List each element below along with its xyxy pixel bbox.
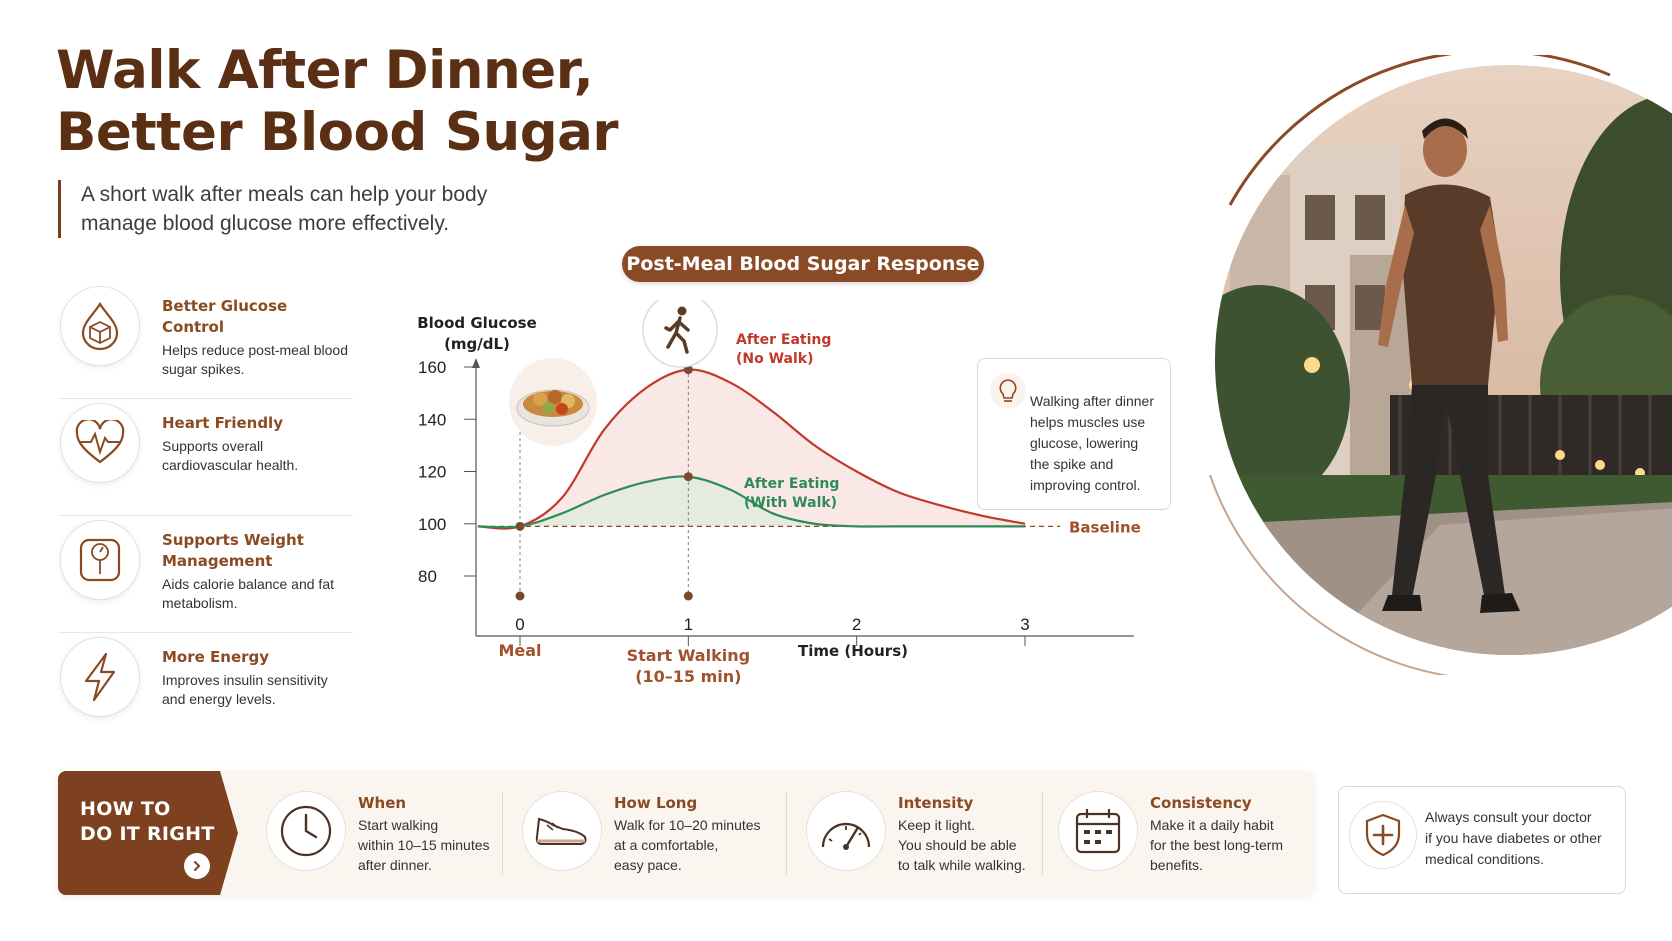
title-line-1: Walk After Dinner,: [56, 40, 594, 101]
x-tick-label: 0: [515, 615, 524, 634]
series-label-no-walk-line-2: (No Walk): [736, 351, 814, 367]
shoe-icon: [522, 791, 602, 871]
how-to-tag-line-2: DO IT RIGHT: [80, 823, 215, 845]
step-title: Intensity: [898, 794, 974, 812]
lightbulb-icon: [990, 373, 1026, 409]
meal-marker-label: Meal: [498, 641, 541, 660]
consult-text: Always consult your doctor if you have d…: [1425, 809, 1602, 867]
x-tick-label: 2: [852, 615, 861, 634]
benefit-desc: Aids calorie balance and fat metabolism.: [162, 576, 334, 611]
how-to-tag: HOW TO DO IT RIGHT: [58, 771, 238, 895]
meal-point: [515, 521, 525, 531]
page-subtitle: A short walk after meals can help your b…: [58, 180, 528, 238]
y-axis-arrow: [472, 358, 480, 368]
weight-scale-icon: [60, 520, 140, 600]
gauge-icon: [806, 791, 886, 871]
walk-marker-label-line-1: Start Walking: [627, 646, 750, 665]
benefit-item-weight: Supports Weight Management Aids calorie …: [58, 516, 353, 633]
peak-point-no-walk: [683, 365, 693, 375]
x-axis-label: Time (Hours): [798, 642, 908, 660]
step-divider: [502, 791, 503, 875]
walk-axis-point: [683, 591, 693, 601]
series-line-with-walk: [477, 475, 1025, 529]
benefits-list: Better Glucose Control Helps reduce post…: [58, 282, 353, 750]
y-tick-label: 80: [418, 567, 437, 586]
benefit-title: More Energy: [162, 648, 270, 666]
step-title: When: [358, 794, 407, 812]
series-line-no-walk: [477, 368, 1026, 530]
walking-person-icon: [642, 300, 718, 368]
calendar-icon: [1058, 791, 1138, 871]
benefit-item-energy: More Energy Improves insulin sensitivity…: [58, 633, 353, 750]
page-title: Walk After Dinner, Better Blood Sugar: [56, 40, 619, 164]
note-line-1: Walking after dinner: [1030, 393, 1154, 409]
y-tick-label: 120: [418, 463, 446, 482]
x-tick-label: 3: [1020, 615, 1029, 634]
series-label-no-walk-line-1: After Eating: [736, 332, 831, 348]
baseline-label: Baseline: [1069, 518, 1141, 536]
step-title: How Long: [614, 794, 698, 812]
note-line-5: improving control.: [1030, 477, 1141, 493]
heart-pulse-icon: [60, 403, 140, 483]
step-desc: Keep it light. You should be able to tal…: [898, 817, 1026, 873]
subtitle-line-1: A short walk after meals can help your b…: [81, 183, 488, 206]
step-desc: Make it a daily habit for the best long-…: [1150, 817, 1284, 873]
consult-doctor-box: Always consult your doctor if you have d…: [1338, 786, 1626, 894]
chart-note-box: Walking after dinner helps muscles use g…: [977, 358, 1171, 510]
series-label-with-walk-line-2: (With Walk): [744, 495, 837, 511]
y-tick-label: 160: [418, 358, 446, 377]
lightning-icon: [60, 637, 140, 717]
note-line-3: glucose, lowering: [1030, 435, 1139, 451]
clock-icon: [266, 791, 346, 871]
series-label-with-walk-line-1: After Eating: [744, 476, 839, 492]
meal-bowl-icon: [509, 358, 597, 446]
y-tick-label: 100: [418, 515, 446, 534]
x-tick-label: 1: [684, 615, 693, 634]
y-axis-label-line-1: Blood Glucose: [417, 314, 537, 332]
walk-marker-label-line-2: (10–15 min): [635, 667, 741, 686]
chart-note-text: Walking after dinner helps muscles use g…: [1030, 391, 1166, 496]
benefit-desc: Improves insulin sensitivity and energy …: [162, 672, 328, 707]
step-desc: Start walking within 10–15 minutes after…: [358, 817, 490, 873]
benefit-desc: Helps reduce post-meal blood sugar spike…: [162, 342, 348, 377]
shield-medical-icon: [1349, 801, 1417, 869]
benefit-title: Supports Weight Management: [162, 531, 304, 570]
chart-title: Post-Meal Blood Sugar Response: [622, 246, 984, 282]
benefit-item-glucose: Better Glucose Control Helps reduce post…: [58, 282, 353, 399]
step-desc: Walk for 10–20 minutes at a comfortable,…: [614, 817, 761, 873]
walking-man-figure: [1378, 118, 1520, 613]
benefit-item-heart: Heart Friendly Supports overall cardiova…: [58, 399, 353, 516]
how-to-banner: HOW TO DO IT RIGHT When Start walking wi…: [58, 771, 1314, 895]
subtitle-line-2: manage blood glucose more effectively.: [81, 212, 450, 235]
glucose-drop-icon: [60, 286, 140, 366]
benefit-title: Better Glucose Control: [162, 297, 288, 336]
y-axis-label-line-2: (mg/dL): [444, 335, 510, 353]
walking-man-photo: [1200, 55, 1672, 675]
y-tick-label: 140: [418, 410, 446, 429]
note-line-4: the spike and: [1030, 456, 1114, 472]
meal-axis-point: [515, 591, 525, 601]
title-line-2: Better Blood Sugar: [56, 102, 619, 163]
step-title: Consistency: [1150, 794, 1252, 812]
peak-point-with-walk: [683, 472, 693, 482]
step-divider: [1042, 791, 1043, 875]
decorative-arc: [1209, 474, 1450, 675]
step-divider: [786, 791, 787, 875]
how-to-tag-line-1: HOW TO: [80, 798, 171, 820]
benefit-title: Heart Friendly: [162, 414, 283, 432]
note-line-2: helps muscles use: [1030, 414, 1146, 430]
chevron-right-icon[interactable]: [184, 853, 210, 879]
benefit-desc: Supports overall cardiovascular health.: [162, 438, 299, 473]
decorative-arc: [1228, 55, 1611, 206]
blood-sugar-chart: Blood Glucose (mg/dL) 80 100 120 140 160 0 1 2…: [417, 300, 1141, 686]
